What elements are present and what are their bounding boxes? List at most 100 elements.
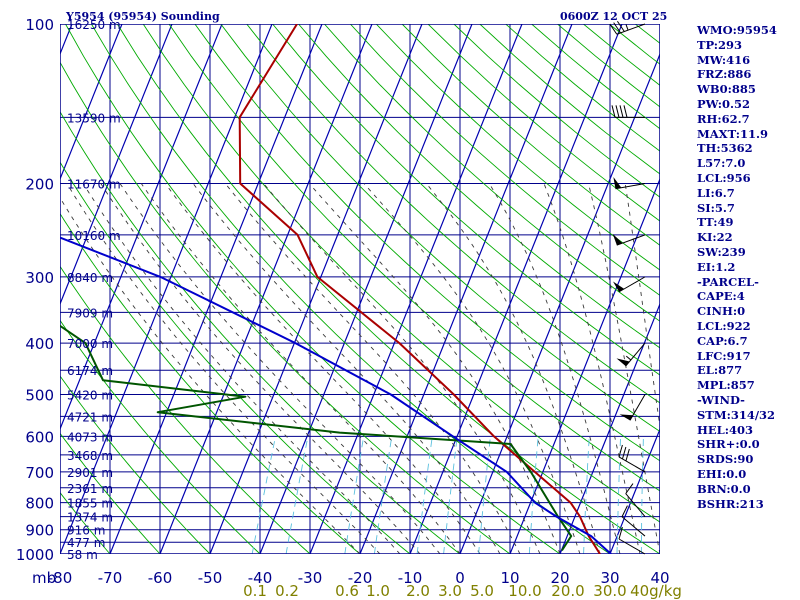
isotherm-line (459, 52, 660, 554)
moist-adiabat (263, 183, 541, 554)
height-label: 16250 m (67, 18, 121, 32)
wind-barb-shaft (625, 493, 646, 517)
index-line: STM:314/32 (697, 407, 776, 422)
index-line: EHI:0.0 (697, 466, 747, 481)
y-tick-label: 600 (25, 428, 54, 446)
moist-adiabat (165, 183, 481, 554)
index-line: MW:416 (697, 52, 751, 67)
moist-adiabat (363, 183, 581, 554)
isotherm-line (60, 24, 273, 554)
dry-adiabat (375, 24, 660, 271)
dry-adiabat (116, 24, 660, 554)
dry-adiabat (142, 24, 660, 523)
chart-title: Y5954 (95954) Sounding (65, 10, 220, 23)
isotherm-line (209, 24, 423, 554)
index-line: SI:5.7 (697, 200, 735, 215)
mixing-ratio-line (616, 436, 622, 554)
index-line: -WIND- (697, 392, 745, 407)
wind-barb-full (625, 483, 634, 494)
mixing-ratio-label: 0.2 (275, 582, 299, 600)
wind-barb-full (622, 446, 627, 460)
height-label: 2361 m (67, 482, 113, 496)
wind-barb-full (613, 22, 621, 34)
y-axis-unit: mb (32, 569, 56, 587)
wind-barb-shaft (616, 234, 646, 246)
height-label: 11670 m (67, 178, 121, 192)
moist-adiabat (100, 183, 421, 554)
mixing-ratio-line (416, 436, 433, 554)
height-label: 13590 m (67, 111, 121, 125)
isotherm-line (409, 24, 623, 554)
wind-barb-full (618, 526, 623, 540)
x-tick-label: -30 (298, 569, 323, 587)
index-line: TP:293 (697, 37, 743, 52)
height-label: 7000 m (67, 337, 113, 351)
dewpoint-profile (60, 324, 573, 552)
x-tick-label: -80 (48, 569, 73, 587)
dry-adiabat (194, 24, 660, 462)
wind-barb-full (621, 505, 628, 517)
index-line: MAXT:11.9 (697, 126, 768, 141)
dry-adiabat (65, 24, 561, 554)
index-line: LCL:922 (697, 318, 751, 333)
wind-barb-flag (613, 176, 622, 189)
height-label: 6174 m (67, 364, 113, 378)
y-tick-label: 1000 (16, 546, 54, 564)
isotherm-line (159, 24, 373, 554)
mixing-ratio-label: 2.0 (406, 582, 430, 600)
index-line: SHR+:0.0 (697, 437, 760, 452)
wind-barb-full (615, 105, 620, 118)
height-label: 1374 m (67, 511, 113, 525)
index-line: CAP:6.7 (697, 333, 748, 348)
height-label: 477 m (67, 536, 105, 550)
index-line: SW:239 (697, 244, 746, 259)
dry-adiabat (324, 24, 660, 322)
mixing-ratio-line (285, 436, 309, 554)
mixing-ratio-label: 30.0 (593, 582, 626, 600)
chart-time: 0600Z 12 OCT 25 (560, 10, 667, 23)
x-tick-label: -10 (398, 569, 423, 587)
x-tick-label: -20 (348, 569, 373, 587)
mixing-ratio-line (373, 436, 393, 554)
x-tick-label: -70 (98, 569, 123, 587)
index-line: SRDS:90 (697, 452, 754, 467)
dry-adiabat (60, 319, 261, 554)
index-line: EL:877 (697, 363, 743, 378)
y-tick-label: 900 (25, 522, 54, 540)
mixing-ratio-label: 5.0 (470, 582, 494, 600)
y-tick-label: 700 (25, 464, 54, 482)
dry-adiabat (272, 24, 660, 376)
index-line: CINH:0 (697, 304, 746, 319)
mixing-ratio-line (528, 436, 539, 554)
mixing-ratio-label: 0.6 (335, 582, 359, 600)
wind-barb-full (623, 105, 628, 118)
mixing-ratio-line (478, 436, 491, 554)
wind-barb-half (625, 24, 629, 31)
index-line: LCL:956 (697, 170, 751, 185)
dry-adiabat (60, 491, 111, 554)
wind-barb-shaft (618, 456, 646, 473)
dry-adiabat (401, 24, 660, 246)
height-label: 10160 m (67, 229, 121, 243)
mixing-ratio-line (344, 436, 365, 554)
isotherm-line (60, 24, 123, 181)
index-line: BSHR:213 (697, 496, 764, 511)
temperature-profile (238, 24, 601, 554)
parcel-profile (60, 236, 612, 554)
mixing-ratio-line (251, 436, 276, 554)
moist-adiabat (426, 183, 601, 554)
index-line: PW:0.52 (697, 96, 751, 111)
mixing-ratio-label: 10.0 (508, 582, 541, 600)
x-tick-label: -50 (198, 569, 223, 587)
index-line: TT:49 (697, 215, 734, 230)
index-line: LFC:917 (697, 348, 751, 363)
moist-adiabat (543, 183, 641, 554)
dry-adiabat (60, 375, 211, 554)
x-tick-label: 10 (500, 569, 519, 587)
wind-barb-flag (612, 233, 623, 246)
height-label: 5420 m (67, 389, 113, 403)
mixing-ratio-line (583, 436, 590, 554)
dry-adiabat (168, 24, 660, 492)
isotherm-line (60, 24, 223, 431)
dry-adiabat (60, 212, 361, 554)
